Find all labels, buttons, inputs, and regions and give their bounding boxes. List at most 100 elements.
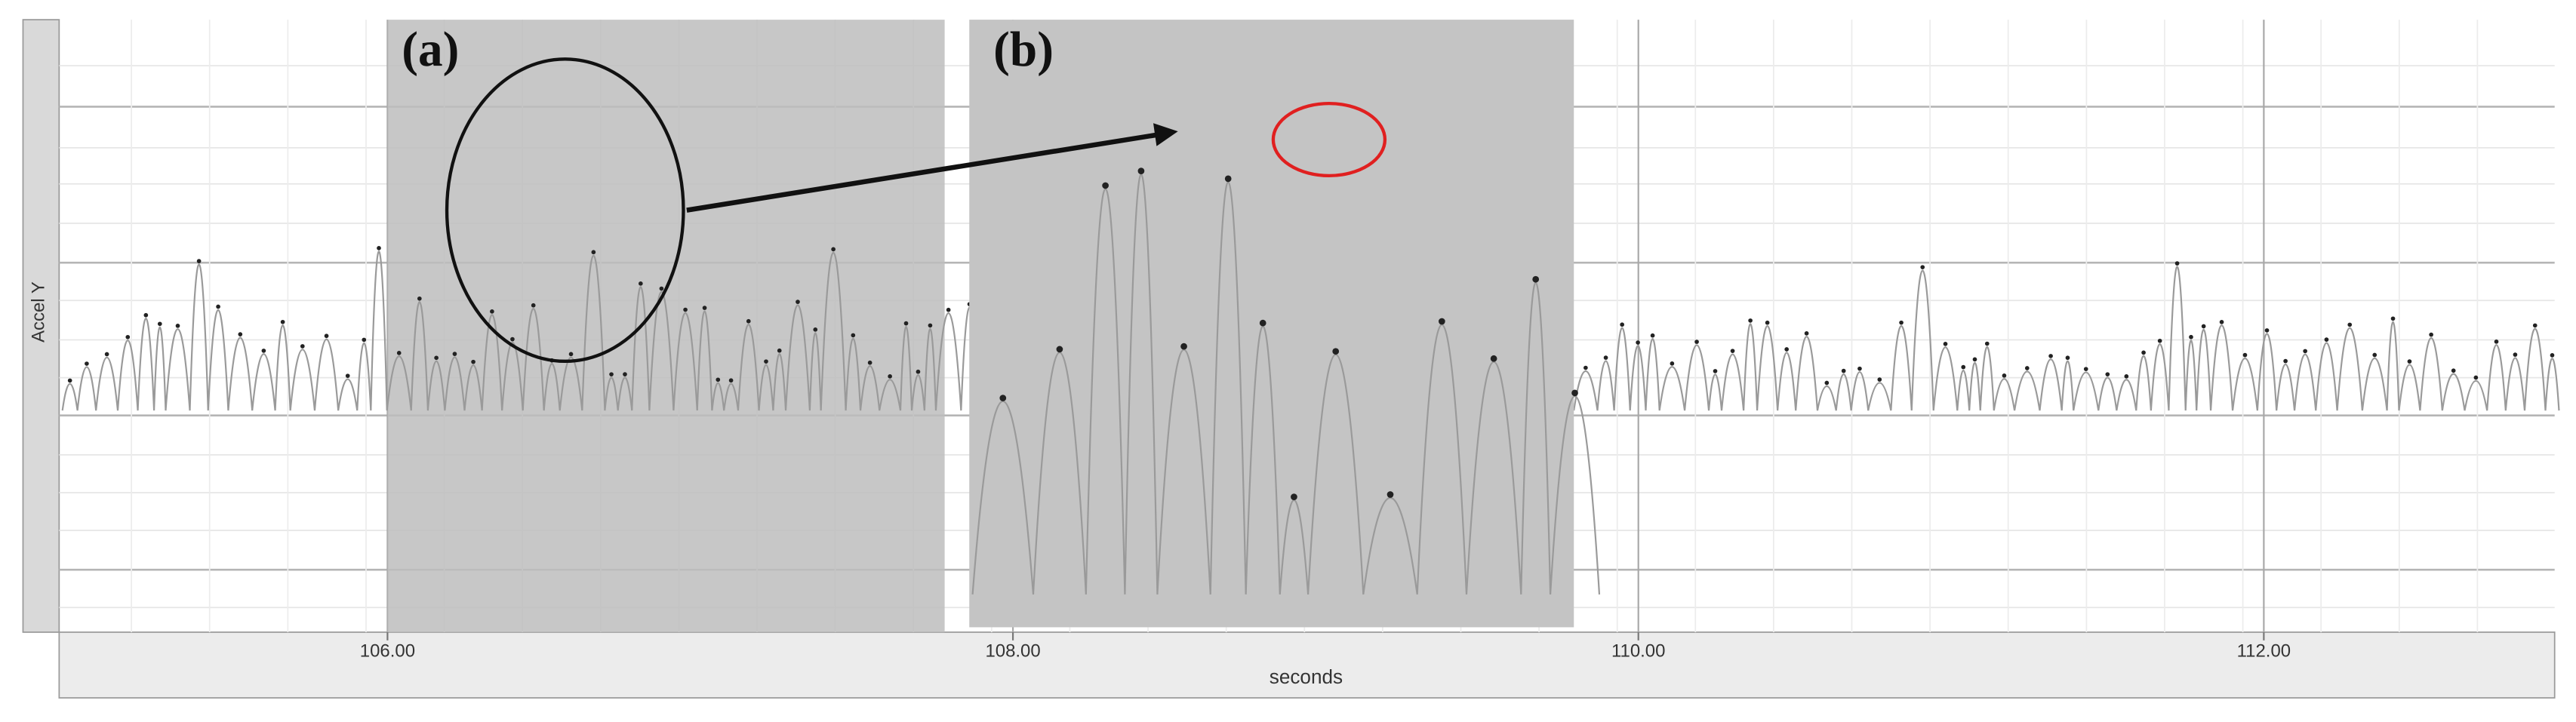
- peak-marker: [1056, 346, 1063, 353]
- peak-marker: [683, 307, 688, 312]
- peak-marker: [1961, 364, 1966, 370]
- peak-marker: [903, 321, 909, 326]
- peak-marker: [777, 348, 782, 353]
- peak-marker: [2324, 337, 2329, 342]
- peak-marker: [2141, 350, 2146, 355]
- peak-marker: [1943, 342, 1948, 346]
- x-axis-strip: [58, 631, 2556, 699]
- peak-marker: [2494, 339, 2499, 344]
- peak-marker: [568, 352, 574, 357]
- peak-marker: [2283, 358, 2288, 364]
- peak-marker: [362, 337, 367, 343]
- peak-marker: [2429, 332, 2433, 337]
- peak-marker: [1972, 357, 1977, 362]
- peak-marker: [1180, 343, 1187, 350]
- inset-signal: [971, 167, 1601, 595]
- peak-marker: [143, 312, 149, 318]
- peak-marker: [1438, 318, 1445, 325]
- signal: [61, 246, 2560, 411]
- peak-marker: [1804, 331, 1809, 336]
- peak-marker: [1490, 355, 1497, 362]
- peak-marker: [2174, 261, 2180, 266]
- peak-marker: [1571, 389, 1578, 397]
- peak-marker: [324, 333, 329, 339]
- peak-marker: [1920, 265, 1925, 269]
- peak-marker: [261, 349, 266, 353]
- peak-marker: [157, 321, 162, 327]
- peak-marker: [216, 304, 220, 309]
- peak-marker: [104, 352, 109, 357]
- peak-marker: [2372, 352, 2377, 358]
- peak-marker: [1841, 368, 1846, 373]
- peak-marker: [2157, 338, 2162, 343]
- peak-marker: [609, 372, 614, 376]
- peak-marker: [2264, 328, 2270, 333]
- peak-marker: [1730, 349, 1735, 354]
- peak-ellipse: [1271, 101, 1387, 178]
- peak-marker: [1603, 355, 1608, 360]
- peak-marker: [377, 246, 381, 250]
- peak-marker: [2002, 373, 2007, 378]
- peak-marker: [2451, 368, 2456, 373]
- x-tick-label: 112.00: [2237, 641, 2291, 661]
- peak-marker: [452, 352, 457, 356]
- peak-marker: [831, 247, 836, 252]
- signal-trace: [971, 173, 1601, 595]
- peak-marker: [999, 395, 1007, 401]
- peak-marker: [1784, 347, 1790, 352]
- peak-marker: [345, 373, 350, 379]
- peak-marker: [1824, 380, 1830, 386]
- peak-marker: [280, 319, 285, 324]
- peak-marker: [2048, 354, 2053, 358]
- peak-marker: [867, 360, 873, 365]
- peak-marker: [659, 286, 664, 291]
- peak-marker: [1386, 491, 1394, 498]
- peak-marker: [796, 300, 800, 304]
- peak-marker: [2024, 366, 2030, 370]
- peak-marker: [1650, 333, 1655, 338]
- peak-marker: [702, 306, 707, 310]
- peak-marker: [1532, 275, 1540, 283]
- peak-marker: [2390, 316, 2396, 321]
- peak-marker: [746, 318, 751, 324]
- peak-marker: [85, 361, 89, 366]
- peak-marker: [1102, 182, 1109, 189]
- peak-marker: [300, 344, 305, 349]
- peak-marker: [1137, 167, 1145, 174]
- highlight-region: [387, 20, 945, 632]
- peak-marker: [888, 374, 892, 379]
- peak-marker: [1713, 369, 1718, 373]
- peak-marker: [2105, 372, 2110, 376]
- x-tick-label: 106.00: [360, 641, 415, 661]
- peak-marker: [2219, 320, 2224, 324]
- y-axis-strip: [22, 19, 60, 633]
- peak-marker: [2124, 374, 2129, 379]
- peak-marker: [1291, 493, 1297, 500]
- peak-marker: [238, 332, 243, 336]
- peak-marker: [2242, 352, 2248, 358]
- signal-trace: [1573, 266, 2560, 411]
- peak-marker: [2407, 359, 2412, 364]
- peak-marker: [2532, 323, 2538, 328]
- annotation-label: (a): [402, 23, 459, 77]
- zoom-inset: [969, 20, 1574, 628]
- x-tick-label: 110.00: [1611, 641, 1665, 661]
- peak-marker: [175, 324, 180, 328]
- y-axis-label: Accel Y: [29, 281, 49, 343]
- peak-marker: [417, 296, 422, 301]
- peak-marker: [196, 259, 202, 263]
- peak-marker: [946, 307, 951, 312]
- peak-marker: [1765, 320, 1770, 325]
- peak-marker: [1620, 322, 1625, 327]
- annotation-label: (b): [993, 23, 1054, 77]
- peak-marker: [1877, 377, 1882, 382]
- peak-marker: [1636, 340, 1640, 345]
- arrow-head: [1153, 123, 1178, 146]
- peak-marker: [1857, 366, 1862, 371]
- peak-marker: [510, 336, 515, 342]
- arrow-shaft: [686, 132, 1159, 213]
- peak-marker: [2201, 324, 2206, 329]
- peak-marker: [2083, 367, 2088, 372]
- peak-marker: [813, 327, 818, 332]
